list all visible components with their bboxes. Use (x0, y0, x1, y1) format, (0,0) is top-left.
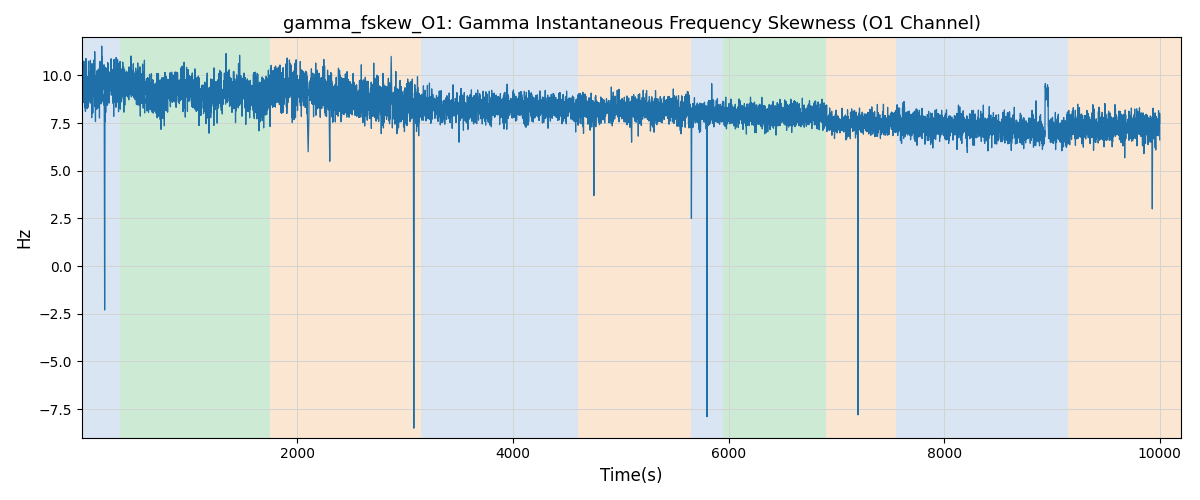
Bar (421, 38, 577, 438)
Bar (1068, 38, 1181, 438)
Bar (691, 38, 724, 438)
Y-axis label: Hz: Hz (14, 227, 34, 248)
Bar (82, 38, 120, 438)
Title: gamma_fskew_O1: Gamma Instantaneous Frequency Skewness (O1 Channel): gamma_fskew_O1: Gamma Instantaneous Freq… (282, 15, 980, 34)
X-axis label: Time(s): Time(s) (600, 467, 662, 485)
Bar (895, 38, 1068, 438)
Bar (724, 38, 826, 438)
Bar (577, 38, 691, 438)
Bar (270, 38, 421, 438)
Bar (120, 38, 270, 438)
Bar (826, 38, 895, 438)
